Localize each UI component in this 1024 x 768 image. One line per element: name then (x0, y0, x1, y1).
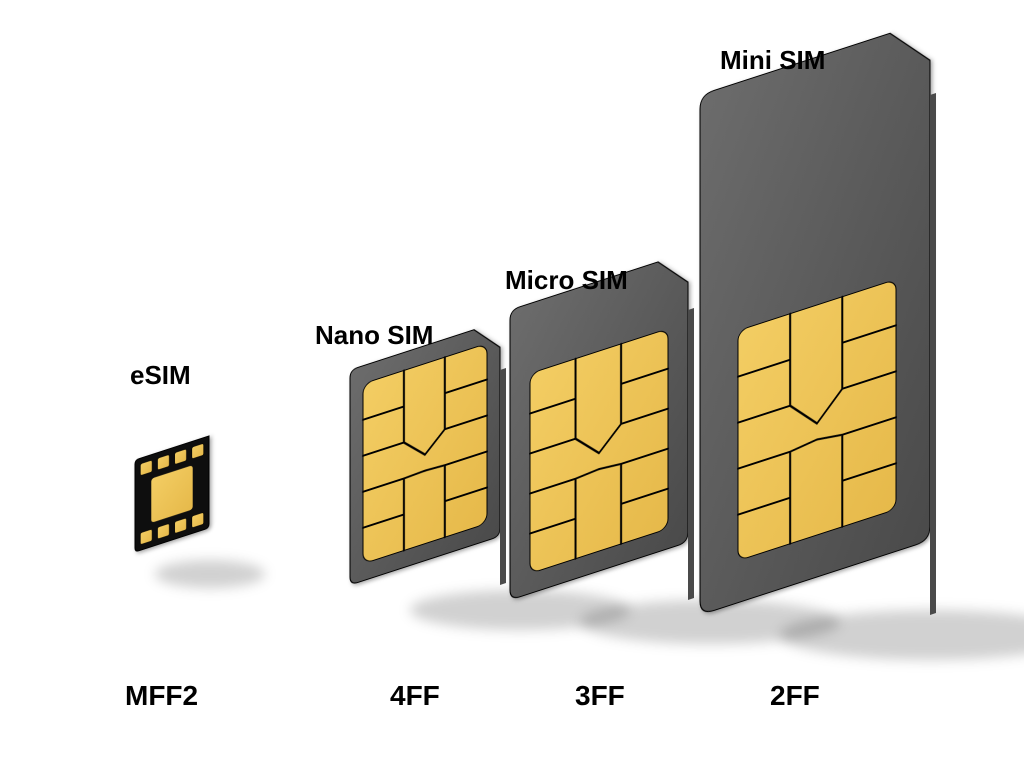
mini-top-label: Mini SIM (720, 45, 825, 76)
esim-top-label: eSIM (130, 360, 191, 391)
mini-card (700, 20, 930, 615)
nano-edge (500, 368, 506, 585)
micro-edge (688, 308, 694, 600)
mini-edge (930, 93, 936, 615)
diagram-stage: eSIM MFF2 Nano SIM 4FF Micro SIM 3FF Mini SIM 2… (0, 0, 1024, 768)
micro-bottom-label: 3FF (575, 680, 625, 712)
esim-bottom-label: MFF2 (125, 680, 198, 712)
micro-top-label: Micro SIM (505, 265, 628, 296)
esim-shadow (155, 560, 265, 588)
nano-top-label: Nano SIM (315, 320, 433, 351)
micro-card (510, 252, 688, 600)
mini-shadow (780, 610, 1024, 660)
esim-card (135, 436, 209, 552)
mini-bottom-label: 2FF (770, 680, 820, 712)
nano-card (350, 321, 500, 585)
nano-bottom-label: 4FF (390, 680, 440, 712)
